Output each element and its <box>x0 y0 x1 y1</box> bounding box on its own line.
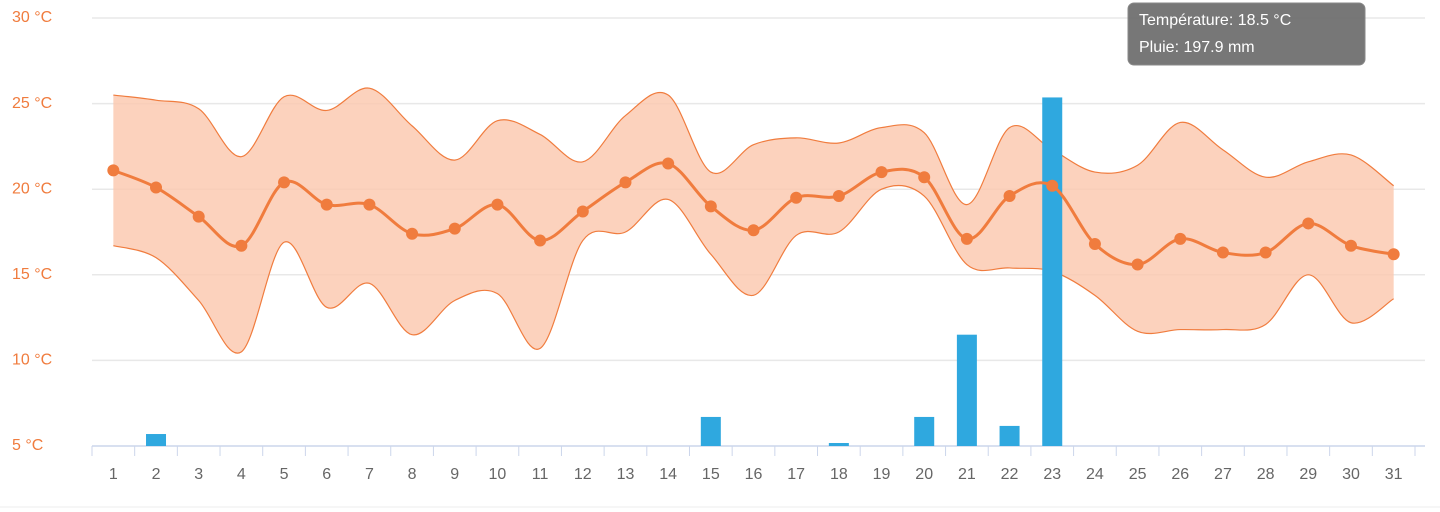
rain-bar <box>700 416 721 446</box>
temperature-point <box>704 200 717 213</box>
min-line <box>113 184 1394 354</box>
x-tick-label: 20 <box>915 466 933 483</box>
temperature-point <box>534 234 547 247</box>
x-tick-label: 16 <box>745 466 763 483</box>
x-tick-label: 15 <box>702 466 720 483</box>
x-tick-label: 17 <box>787 466 805 483</box>
x-tick-label: 11 <box>532 466 549 483</box>
x-tick-label: 29 <box>1299 466 1317 483</box>
x-tick-label: 25 <box>1129 466 1147 483</box>
x-tick-label: 6 <box>322 466 331 483</box>
temperature-point <box>107 164 120 177</box>
x-tick-label: 18 <box>830 466 848 483</box>
temperature-point <box>1259 246 1272 259</box>
temperature-point <box>875 166 888 179</box>
temperature-point <box>1216 246 1229 259</box>
x-tick-label: 1 <box>109 466 118 483</box>
temperature-point <box>747 224 760 237</box>
x-tick-label: 9 <box>450 466 459 483</box>
x-tick-label: 7 <box>365 466 374 483</box>
x-tick-label: 24 <box>1086 466 1104 483</box>
rain-bar <box>146 434 167 446</box>
tooltip: Température: 18.5 °C Pluie: 197.9 mm <box>1127 2 1366 66</box>
rain-bar <box>1042 97 1063 446</box>
temperature-point <box>150 181 163 194</box>
temperature-point <box>235 239 248 252</box>
temperature-point <box>1344 239 1357 252</box>
x-tick-label: 5 <box>280 466 289 483</box>
x-tick-label: 2 <box>152 466 161 483</box>
y-tick-label: 30 °C <box>12 9 52 26</box>
x-tick-label: 22 <box>1001 466 1019 483</box>
temperature-point <box>1088 237 1101 250</box>
x-tick-label: 12 <box>574 466 592 483</box>
x-tick-label: 21 <box>958 466 976 483</box>
temperature-point <box>619 176 632 189</box>
temperature-point <box>832 190 845 203</box>
temperature-band <box>113 87 1394 354</box>
temperature-point <box>1387 248 1400 261</box>
temperature-point <box>406 227 419 240</box>
temperature-point <box>1302 217 1315 230</box>
temperature-point <box>491 198 504 211</box>
temperature-point <box>363 198 376 211</box>
x-tick-label: 8 <box>408 466 417 483</box>
x-tick-label: 10 <box>489 466 507 483</box>
temperature-point <box>1174 232 1187 245</box>
y-tick-label: 20 °C <box>12 180 52 197</box>
temperature-point <box>918 171 931 184</box>
rain-bar <box>828 443 849 446</box>
x-tick-label: 13 <box>617 466 635 483</box>
x-tick-label: 3 <box>194 466 203 483</box>
x-tick-label: 30 <box>1342 466 1360 483</box>
temperature-point <box>448 222 461 235</box>
y-tick-label: 10 °C <box>12 352 52 369</box>
x-tick-label: 19 <box>873 466 891 483</box>
temperature-point <box>1046 179 1059 192</box>
tooltip-line: Pluie: 197.9 mm <box>1139 39 1255 56</box>
x-tick-label: 28 <box>1257 466 1275 483</box>
temperature-point <box>1003 190 1016 203</box>
x-tick-label: 31 <box>1385 466 1403 483</box>
tooltip-box <box>1127 2 1366 66</box>
temperature-point <box>192 210 205 223</box>
y-tick-label: 25 °C <box>12 95 52 112</box>
x-tick-label: 23 <box>1043 466 1061 483</box>
x-tick-label: 26 <box>1171 466 1189 483</box>
temperature-point <box>278 176 291 189</box>
y-tick-label: 15 °C <box>12 266 52 283</box>
x-tick-label: 4 <box>237 466 246 483</box>
temperature-point <box>320 198 333 211</box>
y-tick-label: 5 °C <box>12 437 43 454</box>
tooltip-line: Température: 18.5 °C <box>1139 12 1291 29</box>
rain-bar <box>999 425 1020 446</box>
max-line <box>113 87 1395 206</box>
x-tick-label: 27 <box>1214 466 1232 483</box>
rain-bar <box>956 334 977 446</box>
x-tick-label: 14 <box>659 466 677 483</box>
rain-bar <box>914 416 935 446</box>
temperature-point <box>662 157 675 170</box>
temperature-point <box>1131 258 1144 271</box>
temperature-point <box>790 191 803 204</box>
temperature-point <box>960 232 973 245</box>
temperature-point <box>576 205 589 218</box>
